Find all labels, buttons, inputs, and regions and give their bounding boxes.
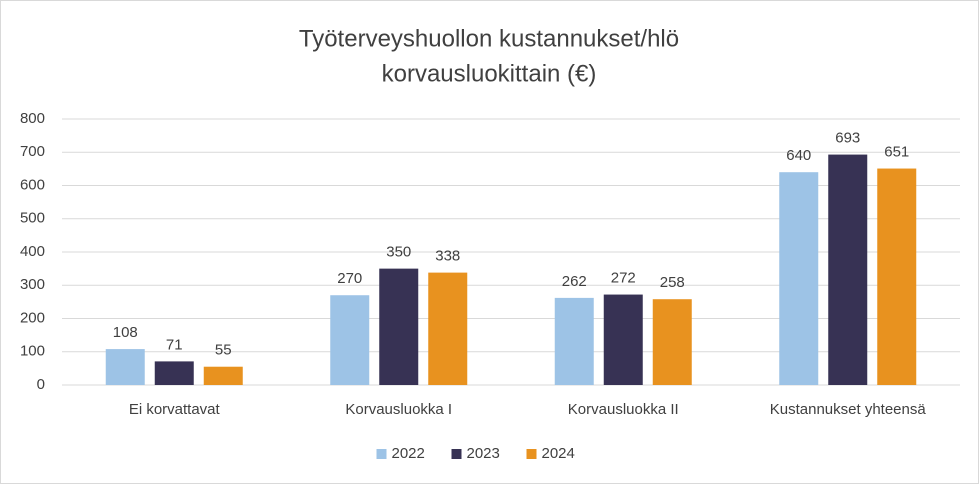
- x-tick-label: Kustannukset yhteensä: [770, 401, 927, 418]
- legend-label: 2023: [467, 445, 500, 462]
- y-tick-label: 400: [20, 243, 45, 260]
- data-label: 270: [337, 270, 362, 287]
- bar: [154, 361, 194, 385]
- data-label: 640: [786, 147, 811, 164]
- legend-label: 2024: [542, 445, 575, 462]
- data-label: 55: [215, 342, 232, 359]
- bar: [877, 168, 917, 385]
- bar: [554, 297, 594, 385]
- y-tick-label: 200: [20, 309, 45, 326]
- y-tick-label: 800: [20, 110, 45, 127]
- x-tick-label: Korvausluokka I: [345, 401, 452, 418]
- bar: [603, 294, 643, 385]
- y-tick-label: 0: [37, 376, 45, 393]
- y-tick-label: 700: [20, 143, 45, 160]
- y-tick-label: 500: [20, 210, 45, 227]
- chart-title: Työterveyshuollon kustannukset/hlö: [299, 25, 679, 52]
- bar: [105, 349, 145, 385]
- legend-swatch: [451, 449, 462, 459]
- y-tick-label: 600: [20, 176, 45, 193]
- x-tick-label: Korvausluokka II: [568, 401, 679, 418]
- data-label: 338: [435, 248, 460, 265]
- bar: [203, 366, 243, 385]
- data-label: 108: [113, 324, 138, 341]
- bar: [779, 172, 819, 385]
- bar: [379, 268, 419, 385]
- bar: [828, 154, 868, 385]
- bar: [428, 272, 468, 385]
- bar: [652, 299, 692, 385]
- x-tick-label: Ei korvattavat: [129, 401, 221, 418]
- data-label: 350: [386, 244, 411, 261]
- y-tick-label: 100: [20, 343, 45, 360]
- bar: [330, 295, 370, 385]
- data-label: 272: [611, 270, 636, 287]
- y-tick-label: 300: [20, 276, 45, 293]
- data-label: 693: [835, 130, 860, 147]
- data-label: 258: [660, 274, 685, 291]
- data-label: 71: [166, 336, 183, 353]
- legend-label: 2022: [392, 445, 425, 462]
- legend-swatch: [526, 449, 537, 459]
- chart-title: korvausluokittain (€): [382, 60, 597, 87]
- data-label: 651: [884, 144, 909, 161]
- data-label: 262: [562, 273, 587, 290]
- legend-swatch: [376, 449, 387, 459]
